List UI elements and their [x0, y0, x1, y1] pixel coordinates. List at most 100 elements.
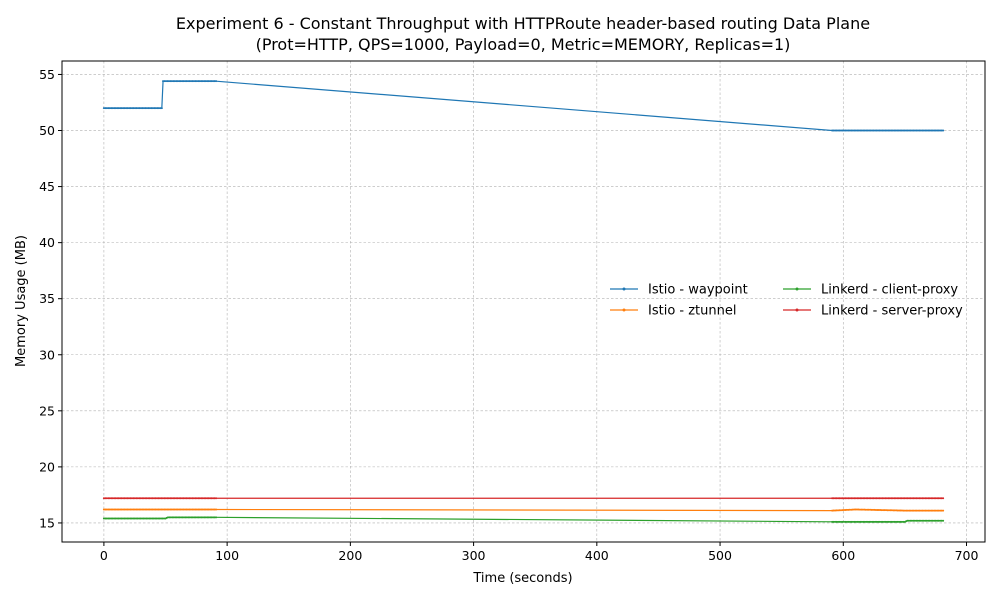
- data-point: [895, 520, 897, 523]
- data-point: [864, 508, 867, 511]
- data-point: [108, 508, 111, 511]
- data-point: [189, 508, 192, 511]
- data-point: [170, 508, 173, 511]
- data-point: [919, 497, 922, 500]
- data-point: [119, 517, 122, 520]
- data-point: [151, 497, 154, 500]
- data-point: [933, 497, 936, 500]
- data-point: [150, 107, 153, 110]
- data-point: [156, 497, 159, 500]
- data-point: [198, 497, 201, 500]
- legend-entry: Istio - ztunnel: [610, 304, 736, 319]
- data-point: [841, 509, 844, 512]
- data-point: [141, 517, 144, 520]
- data-point: [201, 508, 204, 511]
- data-point: [905, 509, 908, 512]
- data-point: [877, 497, 880, 500]
- x-tick-label: 100: [215, 548, 239, 563]
- data-point: [860, 497, 863, 500]
- data-point: [849, 520, 851, 523]
- legend-marker: [795, 287, 799, 291]
- data-point: [851, 508, 854, 511]
- data-point: [856, 497, 859, 500]
- data-point: [147, 107, 150, 110]
- data-point: [925, 519, 928, 522]
- data-point: [133, 508, 136, 511]
- data-point: [861, 508, 864, 511]
- data-point: [127, 508, 130, 511]
- data-point: [130, 497, 133, 500]
- data-point: [146, 517, 149, 520]
- data-point: [144, 107, 147, 110]
- data-point: [890, 520, 893, 523]
- data-point: [886, 509, 889, 512]
- data-point: [144, 497, 147, 500]
- data-point: [900, 497, 903, 500]
- data-point: [117, 497, 120, 500]
- data-point: [934, 129, 937, 132]
- data-point: [108, 107, 111, 110]
- data-point: [113, 517, 116, 520]
- data-point: [913, 519, 916, 522]
- data-point: [113, 497, 116, 500]
- data-point: [142, 508, 145, 511]
- data-point: [912, 497, 915, 500]
- series-line: [103, 80, 944, 132]
- data-point: [928, 519, 931, 522]
- data-point: [185, 516, 188, 519]
- data-point: [160, 517, 163, 520]
- data-point: [110, 497, 113, 500]
- data-point: [156, 107, 159, 110]
- data-point: [207, 516, 210, 519]
- data-point: [110, 517, 113, 520]
- data-point: [924, 129, 927, 132]
- x-tick-label: 0: [100, 548, 108, 563]
- y-tick-label: 15: [39, 515, 55, 530]
- data-point: [138, 517, 141, 520]
- data-point: [848, 508, 851, 511]
- data-point: [838, 509, 841, 512]
- legend: Istio - waypoint Istio - ztunnel Linkerd -…: [610, 283, 963, 319]
- data-point: [136, 508, 139, 511]
- data-point: [884, 129, 887, 132]
- series-linkerd-server-proxy: [102, 497, 945, 500]
- data-point: [844, 520, 847, 523]
- data-point: [850, 508, 853, 511]
- data-point: [868, 520, 871, 523]
- data-point: [141, 107, 144, 110]
- data-point: [880, 520, 883, 523]
- data-point: [918, 509, 921, 512]
- data-point: [910, 519, 913, 522]
- data-point: [179, 80, 182, 83]
- data-point: [905, 497, 908, 500]
- data-point: [863, 129, 866, 132]
- data-point: [857, 497, 860, 500]
- data-point: [862, 497, 865, 500]
- data-point: [937, 509, 940, 512]
- series-istio-ztunnel: [102, 508, 945, 512]
- data-point: [143, 517, 146, 520]
- data-point: [848, 497, 851, 500]
- data-point: [181, 80, 184, 83]
- data-point: [107, 517, 110, 520]
- data-point: [838, 129, 841, 132]
- data-point: [108, 497, 111, 500]
- data-point: [207, 80, 210, 83]
- data-point: [832, 509, 835, 512]
- data-point: [181, 508, 184, 511]
- data-point: [210, 497, 213, 500]
- data-point: [213, 80, 216, 83]
- data-point: [108, 517, 111, 520]
- data-point: [844, 497, 847, 500]
- data-point: [874, 497, 877, 500]
- data-point: [884, 520, 887, 523]
- data-point: [178, 508, 181, 511]
- data-point: [937, 497, 940, 500]
- data-point: [869, 129, 872, 132]
- data-point: [160, 508, 163, 511]
- data-point: [129, 517, 132, 520]
- data-point: [191, 516, 194, 519]
- data-point: [192, 497, 195, 500]
- data-point: [148, 517, 151, 520]
- data-point: [105, 517, 108, 520]
